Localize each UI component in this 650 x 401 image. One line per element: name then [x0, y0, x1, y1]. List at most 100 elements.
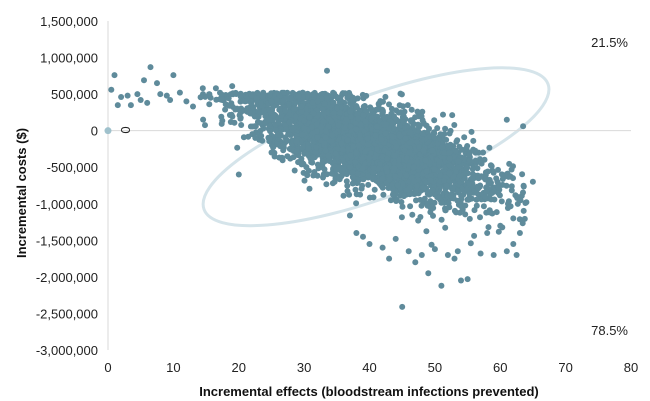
data-point [118, 94, 125, 100]
data-point [440, 111, 446, 118]
data-point [309, 130, 316, 136]
data-point [280, 89, 287, 96]
data-point [353, 191, 360, 198]
data-point [306, 114, 313, 121]
data-point [333, 93, 340, 100]
data-point [438, 216, 445, 223]
data-point [325, 152, 332, 159]
data-point [314, 98, 321, 105]
data-point [520, 183, 527, 190]
data-point [207, 94, 214, 101]
data-point [446, 162, 453, 169]
data-point [464, 276, 471, 283]
y-tick-label: 0 [91, 124, 98, 139]
data-point [323, 181, 330, 188]
data-point [495, 228, 502, 235]
data-point [295, 93, 302, 100]
data-point [245, 133, 252, 140]
data-point [314, 161, 321, 168]
y-tick-label: -1,000,000 [36, 197, 98, 212]
data-point [290, 154, 297, 161]
data-point [267, 128, 274, 135]
data-point [370, 194, 377, 201]
data-point [456, 209, 463, 216]
data-point [461, 134, 468, 141]
data-point [404, 102, 411, 109]
data-point [414, 108, 421, 115]
data-point [343, 178, 350, 185]
data-point [257, 120, 264, 127]
data-point [366, 241, 373, 247]
data-point [483, 175, 489, 182]
data-point [510, 215, 517, 222]
data-point [339, 146, 346, 153]
data-point [493, 175, 500, 182]
data-point [401, 147, 408, 154]
data-point [328, 138, 335, 145]
data-point [343, 116, 350, 123]
data-point [320, 118, 327, 125]
data-point [395, 109, 402, 116]
data-point [437, 172, 444, 179]
data-point [488, 163, 495, 170]
data-point [399, 203, 406, 210]
data-point [403, 172, 410, 179]
data-point [397, 90, 404, 97]
data-point [410, 164, 417, 171]
data-point [444, 252, 451, 258]
data-point [176, 89, 183, 96]
data-point [305, 151, 311, 158]
data-point [293, 148, 300, 155]
y-tick-label: 1,000,000 [40, 51, 98, 66]
data-point [197, 94, 204, 101]
data-point [378, 136, 385, 143]
data-point [449, 112, 456, 119]
data-point [469, 166, 476, 172]
data-point [329, 132, 336, 139]
data-point [360, 112, 367, 119]
x-tick-label: 0 [104, 360, 111, 375]
data-point [368, 114, 375, 121]
data-point [404, 123, 411, 129]
data-point [242, 98, 249, 105]
data-point [459, 186, 466, 193]
data-point [347, 92, 354, 99]
data-point [147, 64, 154, 71]
data-point [230, 91, 236, 98]
data-point [468, 128, 475, 135]
data-point [237, 114, 244, 121]
data-point [305, 145, 312, 152]
data-point [400, 193, 407, 200]
data-point [298, 108, 305, 115]
data-point [446, 170, 453, 177]
data-point [249, 123, 256, 130]
data-point [349, 174, 356, 181]
data-point [387, 197, 394, 204]
data-point [503, 182, 510, 189]
data-points [108, 64, 536, 310]
data-point [276, 154, 283, 161]
data-point [471, 232, 478, 239]
data-point [382, 93, 389, 100]
data-point [457, 203, 464, 209]
data-point [323, 95, 330, 101]
data-point [360, 176, 367, 183]
data-point [349, 97, 356, 104]
data-point [482, 193, 489, 200]
data-point [248, 92, 255, 99]
data-point [322, 128, 329, 135]
data-point [253, 113, 260, 120]
data-point [423, 228, 430, 235]
data-point [324, 67, 330, 74]
data-point [438, 282, 445, 289]
data-point [441, 177, 447, 184]
data-point [364, 135, 371, 142]
data-point [385, 185, 392, 191]
data-point [490, 252, 497, 258]
data-point [114, 102, 121, 109]
data-point [469, 171, 476, 178]
data-point [420, 147, 427, 154]
data-point [362, 118, 369, 125]
data-point [134, 91, 141, 98]
